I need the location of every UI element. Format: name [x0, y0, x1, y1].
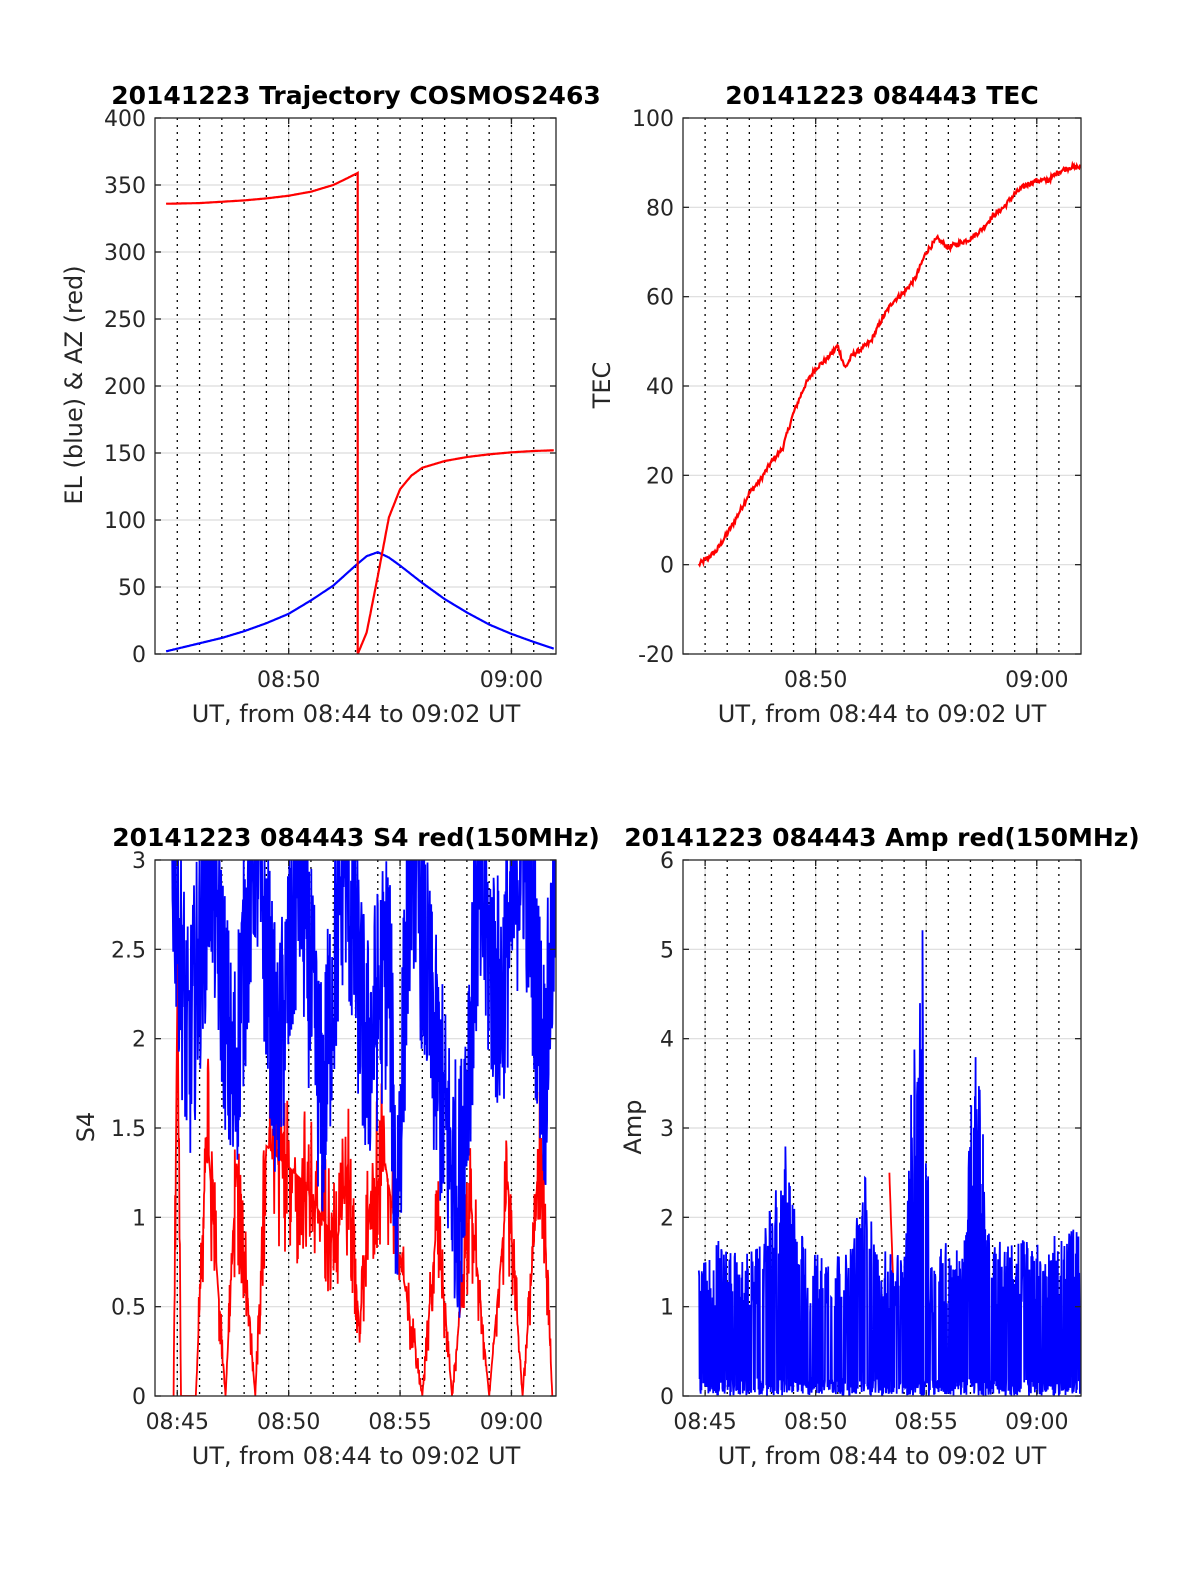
amp-y-tick-label: 6 [660, 849, 674, 874]
amp-x-tick-label: 08:55 [895, 1410, 958, 1435]
red-series-line [888, 1172, 894, 1280]
el-series-line [165, 551, 555, 653]
tec-y-tick-label: 60 [646, 286, 674, 311]
amp-y-tick-label: 2 [660, 1206, 674, 1231]
tec-x-tick-label: 08:50 [784, 668, 847, 693]
tec-y-tick-label: 80 [646, 196, 674, 221]
tec-x-tick-label: 09:00 [1005, 668, 1068, 693]
trajectory-y-tick-label: 200 [104, 375, 146, 400]
amp-y-tick-label: 3 [660, 1117, 674, 1142]
s4-panel: 0 0.5 1 1.5 2 2.5 3 08:45 08:50 08:55 09:00 201412… [72, 823, 600, 1470]
amp-x-tick-label: 08:50 [784, 1410, 847, 1435]
blue-series-line [171, 860, 556, 1318]
tec-y-axis-label: TEC [588, 362, 616, 410]
tec-y-tick-label: 20 [646, 464, 674, 489]
s4-y-tick-label: 3 [132, 849, 146, 874]
trajectory-x-tick-label: 09:00 [480, 668, 543, 693]
s4-plot-area: 0 0.5 1 1.5 2 2.5 3 08:45 08:50 08:55 09:00 [111, 849, 557, 1435]
trajectory-y-tick-label: 0 [132, 643, 146, 668]
trajectory-y-tick-label: 400 [104, 107, 146, 132]
trajectory-title: 20141223 Trajectory COSMOS2463 [111, 81, 601, 110]
amp-plot-area: 0 1 2 3 4 5 6 08:45 08:50 08:55 09:00 [660, 849, 1082, 1435]
amp-x-axis-label: UT, from 08:44 to 09:02 UT [718, 1442, 1047, 1470]
trajectory-y-tick-label: 300 [104, 241, 146, 266]
amp-y-tick-label: 1 [660, 1296, 674, 1321]
s4-y-tick-label: 2.5 [111, 938, 146, 963]
tec-panel: -20 0 20 40 60 80 100 08:50 09:00 20141223 08444… [588, 81, 1082, 728]
s4-x-tick-label: 09:00 [480, 1410, 543, 1435]
s4-y-tick-label: 1.5 [111, 1117, 146, 1142]
trajectory-y-axis-label: EL (blue) & AZ (red) [60, 265, 88, 504]
s4-x-axis-label: UT, from 08:44 to 09:02 UT [192, 1442, 521, 1470]
trajectory-y-tick-label: 250 [104, 308, 146, 333]
amp-panel: 0 1 2 3 4 5 6 08:45 08:50 08:55 09:00 20141223 084… [619, 823, 1140, 1470]
trajectory-y-tick-label: 350 [104, 174, 146, 199]
s4-x-tick-label: 08:45 [146, 1410, 209, 1435]
blue-series-line [697, 930, 1081, 1396]
tec-series-line [697, 160, 1081, 568]
tec-plot-area: -20 0 20 40 60 80 100 08:50 09:00 [632, 107, 1082, 693]
trajectory-plot-area: 0 50 100 150 200 250 300 350 400 08:50 09:00 [104, 107, 557, 693]
tec-y-tick-label: 40 [646, 375, 674, 400]
az-series-line [165, 171, 554, 654]
amp-y-tick-label: 0 [660, 1385, 674, 1410]
s4-y-tick-label: 0 [132, 1385, 146, 1410]
amp-title: 20141223 084443 Amp red(150MHz) [624, 823, 1140, 852]
amp-x-tick-label: 09:00 [1005, 1410, 1068, 1435]
s4-y-axis-label: S4 [72, 1112, 100, 1143]
tec-y-tick-label: 100 [632, 107, 674, 132]
s4-x-tick-label: 08:50 [257, 1410, 320, 1435]
s4-y-tick-label: 0.5 [111, 1296, 146, 1321]
tec-y-tick-label: 0 [660, 554, 674, 579]
amp-y-tick-label: 4 [660, 1028, 674, 1053]
s4-x-tick-label: 08:55 [368, 1410, 431, 1435]
tec-title: 20141223 084443 TEC [725, 81, 1038, 110]
tec-y-tick-label: -20 [638, 643, 674, 668]
s4-title: 20141223 084443 S4 red(150MHz) [112, 823, 600, 852]
amp-y-tick-label: 5 [660, 938, 674, 963]
trajectory-x-tick-label: 08:50 [257, 668, 320, 693]
trajectory-panel: 0 50 100 150 200 250 300 350 400 08:50 09:00 20141… [60, 81, 601, 728]
s4-y-tick-label: 1 [132, 1206, 146, 1231]
trajectory-y-tick-label: 50 [118, 576, 146, 601]
s4-y-tick-label: 2 [132, 1028, 146, 1053]
red-series-line [172, 953, 554, 1396]
tec-x-axis-label: UT, from 08:44 to 09:02 UT [718, 700, 1047, 728]
trajectory-x-axis-label: UT, from 08:44 to 09:02 UT [192, 700, 521, 728]
trajectory-y-tick-label: 150 [104, 442, 146, 467]
trajectory-y-tick-label: 100 [104, 509, 146, 534]
amp-x-tick-label: 08:45 [673, 1410, 736, 1435]
amp-y-axis-label: Amp [619, 1099, 647, 1154]
